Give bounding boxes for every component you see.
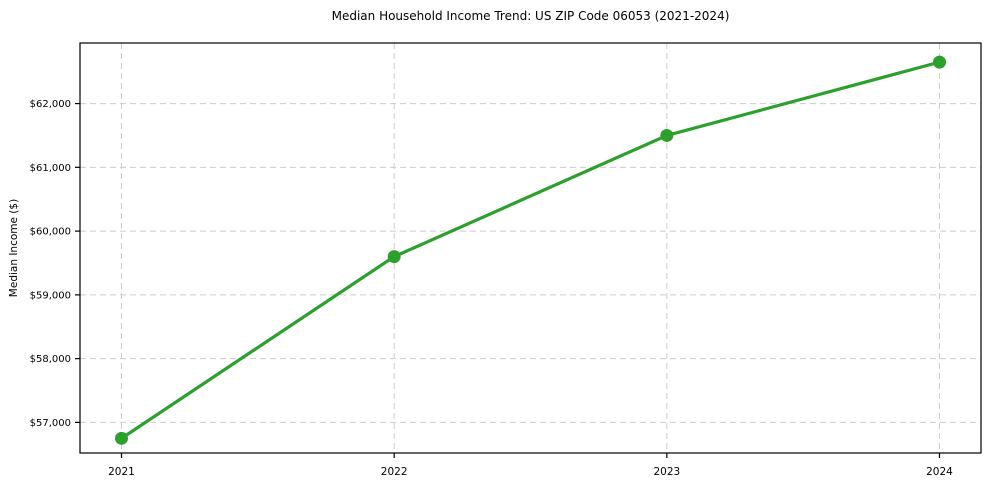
data-point-2023 [660,128,674,142]
y-tick-label: $60,000 [30,227,71,238]
data-point-2021 [115,431,128,445]
x-tick-label: 2023 [653,466,680,478]
y-tick-label: $62,000 [30,99,71,110]
trend-line [119,60,942,440]
y-tick-label: $59,000 [30,290,71,301]
x-tick-label: 2024 [926,466,953,478]
x-tick-label: 2022 [381,466,408,478]
plot-border [79,42,982,454]
y-tick-label: $58,000 [30,354,71,365]
y-tick-label: $57,000 [30,418,71,429]
y-tick-label: $61,000 [30,163,71,174]
x-tick-label: 2021 [108,466,135,478]
data-point-2024 [933,55,946,69]
chart-title: Median Household Income Trend: US ZIP Co… [331,9,730,23]
data-point-2022 [387,250,401,264]
